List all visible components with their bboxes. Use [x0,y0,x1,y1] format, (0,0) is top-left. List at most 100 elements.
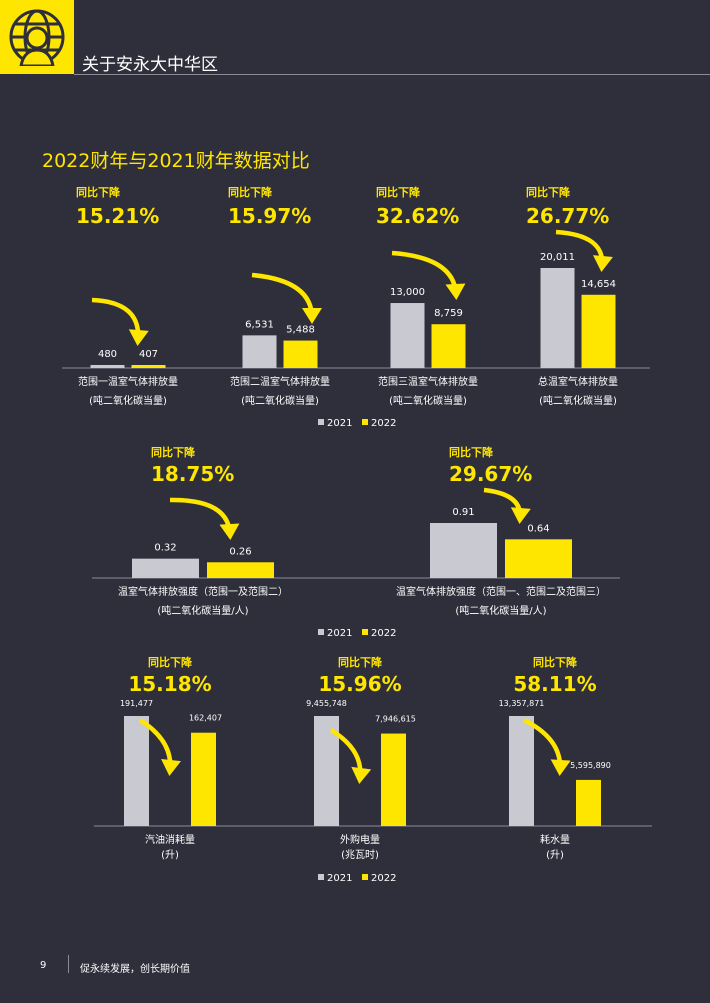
bar-2021 [242,335,277,368]
bar-2022 [505,539,572,578]
legend-label-2021: 2021 [327,873,352,884]
footer-divider [68,955,69,973]
data-label: 0.64 [527,523,549,534]
category-unit-label: (吨二氧化碳当量) [241,394,319,407]
data-label: 162,407 [189,714,222,723]
footer-text: 促永续发展，创长期价值 [80,964,190,975]
change-percent: 32.62% [376,204,459,228]
bar-2022 [191,732,216,826]
category-label: 范围一温室气体排放量 [78,375,178,388]
decline-arrowhead [510,507,531,524]
data-label: 14,654 [581,279,616,290]
legend-swatch-2022 [362,629,368,635]
page-number: 9 [40,960,47,971]
section-title: 关于安永大中华区 [82,55,218,75]
data-label: 13,357,871 [499,699,545,708]
header-divider [74,74,710,75]
legend-label-2022: 2022 [371,628,396,639]
legend-label-2021: 2021 [327,418,352,429]
decline-arrow [91,297,141,341]
data-label: 480 [98,349,117,360]
change-percent: 15.97% [228,204,311,228]
legend-swatch-2021 [318,874,324,880]
decline-arrowhead [219,523,240,540]
bar-2021 [509,716,534,826]
data-label: 7,946,615 [375,715,416,724]
data-label: 8,759 [434,308,463,319]
data-label: 0.91 [452,507,474,518]
data-label: 0.26 [229,546,251,557]
logo [0,0,74,74]
category-label: 范围三温室气体排放量 [378,375,478,388]
decline-arrowhead [550,759,571,776]
change-label: 同比下降 [228,185,273,199]
change-label: 同比下降 [533,655,578,669]
change-label: 同比下降 [376,185,421,199]
data-label: 407 [139,349,158,360]
change-percent: 26.77% [526,204,609,228]
change-label: 同比下降 [526,185,571,199]
legend-label-2022: 2022 [371,418,396,429]
data-label: 0.32 [154,543,176,554]
legend-label-2022: 2022 [371,873,396,884]
bar-2021 [430,523,497,578]
bar-2022 [131,365,166,368]
bar-2022 [581,294,616,368]
legend-swatch-2021 [318,419,324,425]
bar-2021 [132,558,199,578]
data-label: 6,531 [245,319,274,330]
change-percent: 15.21% [76,204,159,228]
category-label: 温室气体排放强度（范围一及范围二） [118,585,288,598]
category-unit-label: (吨二氧化碳当量) [89,394,167,407]
decline-arrowhead [128,329,149,346]
category-label: 总温室气体排放量 [538,375,618,388]
data-label: 191,477 [120,699,153,708]
category-unit-label: (吨二氧化碳当量) [539,394,617,407]
bar-2022 [576,779,601,826]
decline-arrowhead [351,766,372,784]
legend-swatch-2022 [362,874,368,880]
globe-person-icon [9,9,65,66]
change-label: 同比下降 [148,655,193,669]
data-label: 9,455,748 [306,699,347,708]
data-label: 20,011 [540,252,575,263]
bar-2022 [381,733,406,826]
category-unit-label: (吨二氧化碳当量) [389,394,467,407]
data-label: 5,488 [286,325,315,336]
decline-arrow [251,272,315,319]
change-percent: 29.67% [449,462,532,486]
category-unit-label: (升) [546,849,564,861]
decline-arrowhead [445,283,466,300]
change-percent: 15.18% [128,672,211,696]
category-unit-label: (吨二氧化碳当量/人) [157,604,248,617]
data-label: 5,595,890 [570,761,611,770]
category-label: 温室气体排放强度（范围一、范围二及范围三） [396,585,606,598]
change-label: 同比下降 [449,445,494,459]
bar-2021 [390,303,425,368]
category-label: 范围二温室气体排放量 [230,375,330,388]
bar-2021 [90,365,125,368]
category-unit-label: (兆瓦时) [341,849,379,861]
bar-2021 [540,268,575,368]
change-label: 同比下降 [338,655,383,669]
change-label: 同比下降 [151,445,196,459]
legend-swatch-2021 [318,629,324,635]
legend-label-2021: 2021 [327,628,352,639]
bar-2021 [124,716,149,826]
bar-2022 [431,324,466,368]
decline-arrowhead [302,308,322,324]
category-label: 耗水量 [540,834,570,846]
decline-arrowhead [161,759,181,776]
decline-arrow [169,497,233,535]
bar-2022 [283,340,318,368]
data-label: 13,000 [390,287,425,298]
category-unit-label: (吨二氧化碳当量/人) [455,604,546,617]
change-percent: 15.96% [318,672,401,696]
bar-2022 [207,562,274,578]
change-percent: 58.11% [513,672,596,696]
category-label: 外购电量 [340,833,380,846]
category-unit-label: (升) [161,849,179,861]
decline-arrowhead [593,255,613,272]
change-percent: 18.75% [151,462,234,486]
